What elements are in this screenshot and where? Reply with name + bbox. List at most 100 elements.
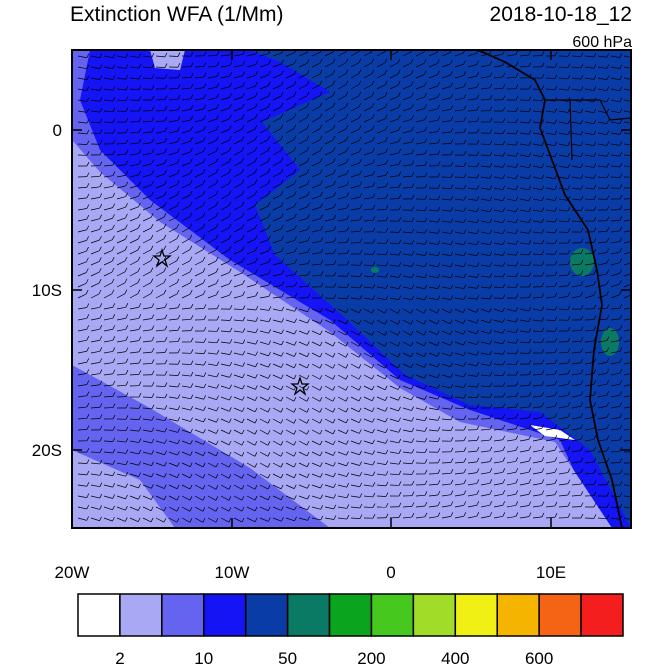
barb-tick — [554, 260, 558, 266]
barb — [103, 55, 113, 59]
barb-tick — [293, 59, 297, 64]
barb — [324, 330, 334, 336]
barb — [298, 374, 308, 380]
barb-tick — [255, 385, 258, 390]
barb — [519, 330, 529, 333]
barb — [441, 385, 451, 389]
barb-tick — [385, 114, 388, 119]
barb-tick — [202, 267, 206, 273]
barb-tick — [138, 181, 141, 186]
barb — [610, 361, 620, 365]
barb-tick — [319, 462, 323, 467]
barb-tick — [190, 62, 194, 67]
barb — [467, 483, 477, 486]
barb-tick — [554, 250, 558, 255]
barb-tick — [619, 269, 622, 274]
barb — [311, 263, 321, 266]
barb — [142, 131, 152, 134]
barb-tick — [606, 290, 609, 296]
barb-tick — [554, 152, 558, 157]
barb — [233, 352, 243, 356]
barb — [285, 484, 295, 489]
barb-tick — [593, 174, 597, 179]
barb-tick — [437, 458, 441, 464]
barb-tick — [424, 363, 427, 368]
barb — [610, 283, 620, 288]
barb-tick — [319, 451, 323, 456]
x-tick-label: 20W — [55, 563, 90, 582]
barb-tick — [528, 229, 532, 234]
barb — [597, 110, 607, 114]
barb — [90, 77, 100, 80]
barb — [285, 274, 295, 277]
barb — [272, 330, 282, 334]
barb — [454, 209, 464, 212]
barb-tick — [450, 469, 454, 474]
barb-tick — [502, 382, 506, 387]
barb-tick — [294, 505, 297, 511]
barb — [519, 471, 529, 475]
barb-tick — [281, 352, 284, 357]
barb — [428, 108, 438, 112]
barb-tick — [280, 102, 284, 108]
barb — [129, 163, 139, 167]
barb-tick — [489, 174, 493, 179]
barb-tick — [515, 360, 519, 365]
barb — [506, 504, 516, 508]
barb-tick — [424, 437, 428, 443]
barb — [233, 118, 243, 123]
barb-tick — [410, 58, 414, 64]
barb — [311, 73, 321, 79]
barb — [545, 121, 555, 124]
barb-tick — [306, 397, 310, 402]
barb — [506, 154, 516, 157]
barb — [116, 328, 126, 332]
barb-tick — [384, 309, 388, 314]
x-tick-label: 0 — [386, 563, 395, 582]
barb — [493, 330, 503, 334]
barb — [181, 307, 191, 310]
barb-tick — [254, 407, 258, 413]
barb — [610, 99, 620, 103]
barb — [532, 417, 542, 420]
barb-tick — [345, 429, 349, 434]
barb-tick — [606, 216, 610, 221]
barb — [584, 66, 594, 69]
barb — [103, 196, 113, 200]
barb-tick — [541, 338, 545, 343]
barb-tick — [567, 239, 571, 244]
barb — [519, 220, 529, 223]
barb — [493, 264, 503, 267]
barb-tick — [228, 245, 232, 251]
barb-tick — [99, 235, 102, 241]
barb-tick — [397, 374, 401, 379]
barb-tick — [268, 280, 272, 286]
barb-tick — [216, 350, 220, 355]
barb — [77, 197, 87, 200]
barb-tick — [150, 267, 154, 272]
barb-tick — [593, 163, 597, 168]
barb — [142, 407, 152, 410]
barb-tick — [502, 272, 506, 278]
barb-tick — [267, 419, 271, 424]
barb-tick — [515, 218, 519, 223]
barb-tick — [319, 158, 323, 163]
barb — [103, 517, 113, 522]
barb — [558, 231, 569, 233]
barb-tick — [228, 485, 232, 490]
barb — [77, 261, 87, 266]
barb-tick — [567, 217, 571, 222]
barb-tick — [462, 308, 466, 313]
barb-tick — [502, 479, 506, 484]
barb-tick — [306, 408, 310, 413]
barb — [584, 472, 594, 475]
barb — [285, 352, 295, 357]
barb — [168, 238, 178, 244]
barb — [181, 440, 191, 445]
barb-tick — [254, 124, 258, 130]
barb-tick — [476, 185, 480, 190]
barb — [207, 249, 217, 255]
barb — [116, 484, 126, 488]
barb — [376, 174, 386, 178]
barb-tick — [242, 50, 246, 55]
